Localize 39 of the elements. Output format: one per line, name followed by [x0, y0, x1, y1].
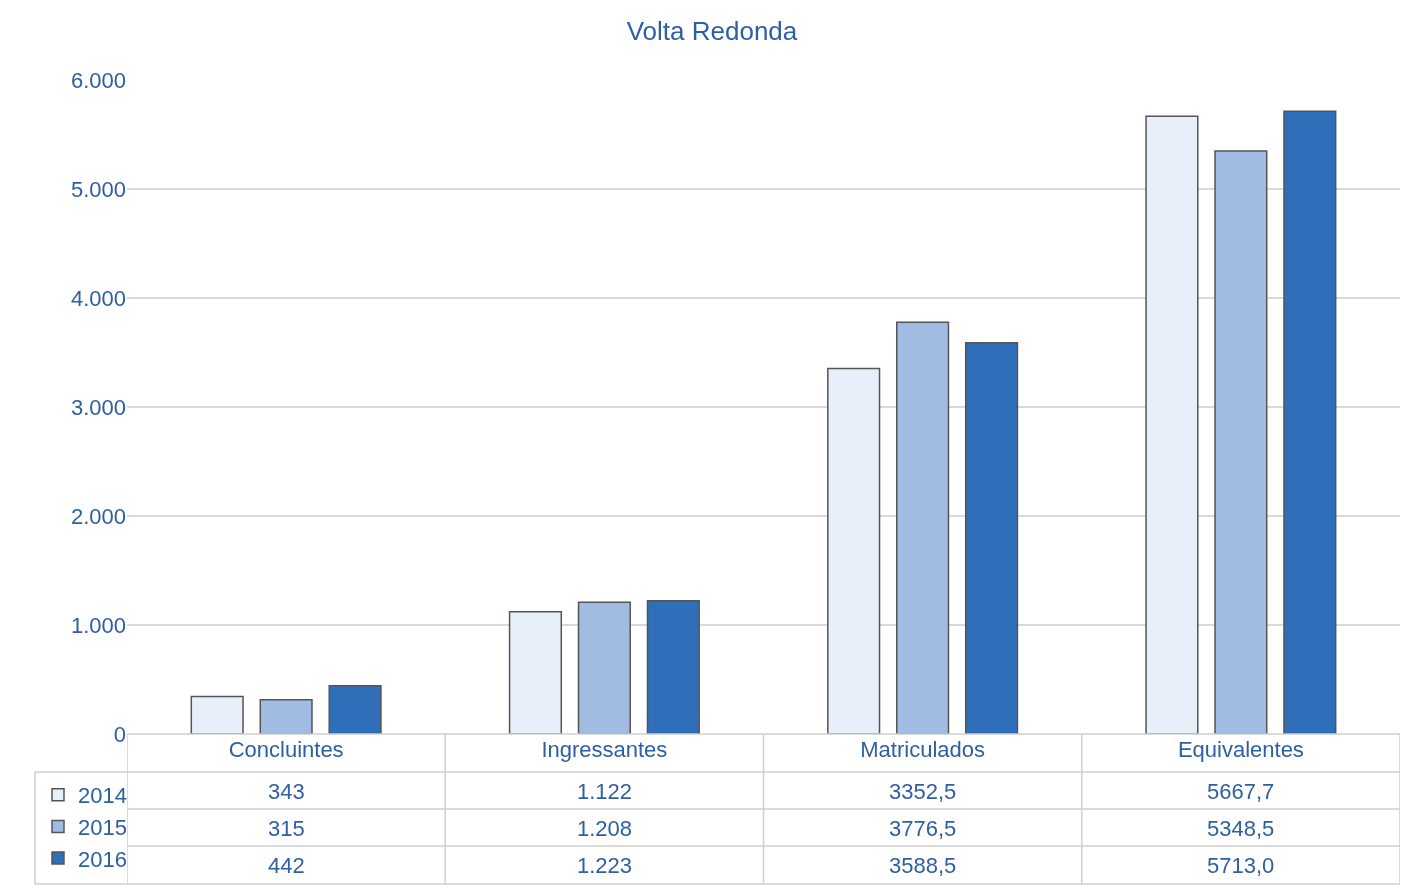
data-label: 1.208 — [577, 816, 633, 841]
y-tick-label: 6.000 — [70, 67, 126, 93]
x-tick-label: Equivalentes — [1177, 737, 1304, 762]
bar — [1214, 150, 1268, 734]
data-label: 5667,7 — [1207, 779, 1275, 804]
y-tick-label: 5.000 — [70, 176, 126, 202]
bar — [896, 321, 950, 734]
data-label: 3352,5 — [889, 779, 957, 804]
data-label: 5713,0 — [1207, 853, 1275, 878]
data-label: 343 — [268, 779, 305, 804]
bar — [259, 698, 313, 734]
legend-label: 2016 — [78, 846, 127, 872]
bar — [1145, 115, 1199, 734]
x-tick-label: Matriculados — [860, 737, 985, 762]
bar — [646, 599, 700, 734]
legend-label: 2015 — [78, 814, 127, 840]
bar — [577, 601, 631, 734]
chart-title: Volta Redonda — [626, 16, 798, 47]
bar — [508, 610, 563, 734]
y-tick-label: 4.000 — [70, 285, 126, 311]
y-tick-label: 0 — [113, 721, 126, 747]
legend-label: 2014 — [78, 783, 127, 809]
data-label: 5348,5 — [1207, 816, 1275, 841]
x-tick-label: Ingressantes — [541, 737, 668, 762]
data-label: 1.122 — [577, 779, 633, 804]
y-tick-label: 3.000 — [70, 394, 126, 420]
bar — [827, 367, 881, 734]
data-label: 3776,5 — [889, 816, 957, 841]
data-label: 1.223 — [577, 853, 633, 878]
data-label: 442 — [268, 853, 305, 878]
x-tick-label: Concluintes — [228, 737, 344, 762]
bar — [190, 695, 244, 734]
data-label: 3588,5 — [889, 853, 957, 878]
bar — [1283, 110, 1337, 734]
bar — [964, 342, 1019, 734]
y-tick-label: 2.000 — [70, 503, 126, 529]
bar — [328, 685, 382, 734]
data-label: 315 — [268, 816, 305, 841]
y-tick-label: 1.000 — [70, 612, 126, 638]
